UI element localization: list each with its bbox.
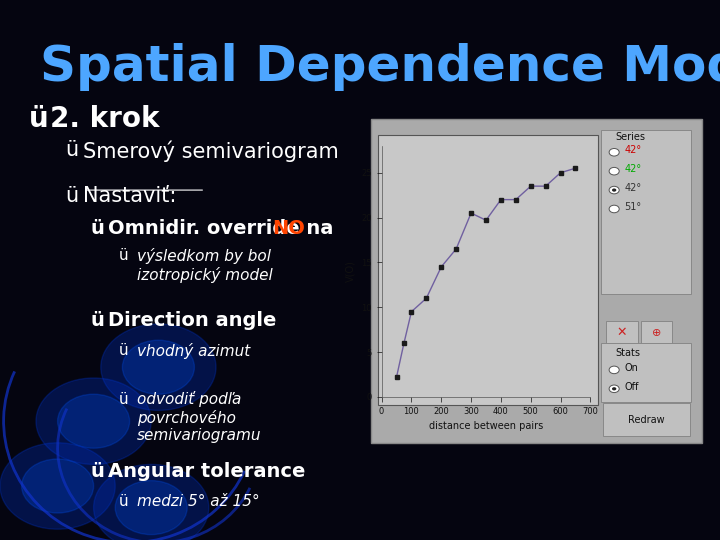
Text: Omnidir. override na: Omnidir. override na bbox=[108, 219, 340, 238]
Circle shape bbox=[101, 324, 216, 410]
Text: ü: ü bbox=[119, 343, 128, 358]
Text: Smerový semivariogram: Smerový semivariogram bbox=[83, 140, 338, 162]
Circle shape bbox=[0, 443, 115, 529]
Text: Series: Series bbox=[616, 132, 646, 143]
Text: NO: NO bbox=[272, 219, 305, 238]
Text: Direction angle: Direction angle bbox=[108, 310, 276, 329]
Text: 42°: 42° bbox=[624, 145, 642, 155]
Text: ü: ü bbox=[65, 140, 78, 160]
Text: ü: ü bbox=[90, 462, 104, 481]
Circle shape bbox=[612, 188, 616, 192]
Circle shape bbox=[609, 385, 619, 393]
Text: ✕: ✕ bbox=[617, 326, 627, 339]
Circle shape bbox=[612, 387, 616, 390]
Text: 42°: 42° bbox=[624, 183, 642, 193]
FancyBboxPatch shape bbox=[371, 119, 702, 443]
Text: ü: ü bbox=[119, 248, 128, 264]
X-axis label: distance between pairs: distance between pairs bbox=[429, 421, 543, 431]
FancyBboxPatch shape bbox=[378, 135, 598, 405]
Circle shape bbox=[609, 366, 619, 374]
Circle shape bbox=[122, 340, 194, 394]
FancyBboxPatch shape bbox=[601, 130, 691, 294]
Circle shape bbox=[609, 167, 619, 175]
Y-axis label: V(O): V(O) bbox=[346, 260, 356, 282]
Circle shape bbox=[94, 464, 209, 540]
Circle shape bbox=[58, 394, 130, 448]
Circle shape bbox=[115, 481, 187, 535]
Text: medzi 5° až 15°: medzi 5° až 15° bbox=[137, 494, 259, 509]
Text: odvodiť podľa
povrchového
semivariogramu: odvodiť podľa povrchového semivariogramu bbox=[137, 392, 261, 443]
Text: Redraw: Redraw bbox=[628, 415, 664, 425]
Circle shape bbox=[609, 205, 619, 213]
Text: Off: Off bbox=[624, 382, 639, 392]
Text: Spatial Dependence Modeler: Spatial Dependence Modeler bbox=[40, 43, 720, 91]
Text: vhodný azimut: vhodný azimut bbox=[137, 343, 250, 359]
Text: Stats: Stats bbox=[616, 348, 641, 359]
Text: ü: ü bbox=[119, 494, 128, 509]
FancyBboxPatch shape bbox=[601, 343, 691, 402]
Text: Nastaviť:: Nastaviť: bbox=[83, 186, 176, 206]
Text: On: On bbox=[624, 363, 638, 373]
FancyBboxPatch shape bbox=[641, 321, 672, 345]
Text: Angular tolerance: Angular tolerance bbox=[108, 462, 305, 481]
Circle shape bbox=[22, 459, 94, 513]
Text: ⊕: ⊕ bbox=[652, 328, 662, 338]
Text: ü: ü bbox=[90, 219, 104, 238]
Text: výsledkom by bol
izotropický model: výsledkom by bol izotropický model bbox=[137, 248, 273, 283]
Text: ü: ü bbox=[90, 310, 104, 329]
FancyBboxPatch shape bbox=[606, 321, 638, 345]
Text: ü: ü bbox=[29, 105, 48, 133]
Circle shape bbox=[609, 148, 619, 156]
Circle shape bbox=[36, 378, 151, 464]
Text: ü: ü bbox=[65, 186, 78, 206]
Text: 2. krok: 2. krok bbox=[50, 105, 160, 133]
Text: 42°: 42° bbox=[624, 164, 642, 174]
Text: 51°: 51° bbox=[624, 202, 642, 212]
Text: ü: ü bbox=[119, 392, 128, 407]
FancyBboxPatch shape bbox=[603, 403, 690, 436]
Circle shape bbox=[609, 186, 619, 194]
